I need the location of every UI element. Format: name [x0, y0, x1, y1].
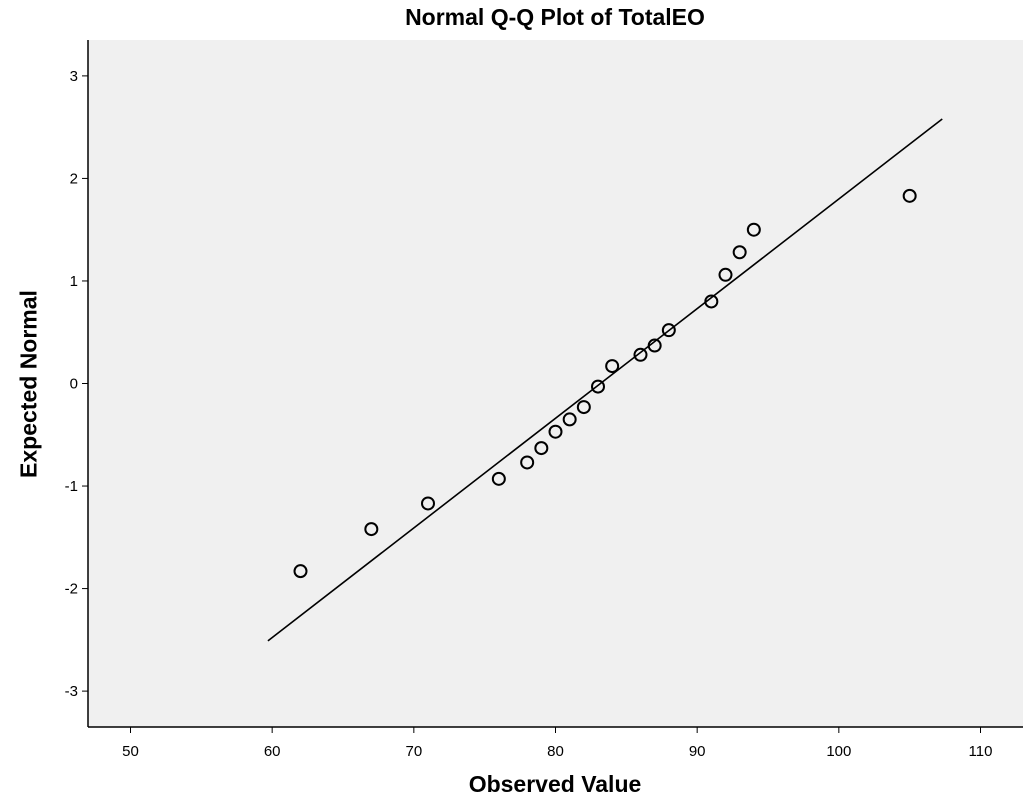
data-point	[548, 424, 563, 439]
y-tick-label: -1	[65, 478, 78, 495]
y-tick-label: 2	[70, 170, 78, 187]
data-point	[491, 471, 506, 486]
x-axis-ticks: 50 60 70 80 90 100 110	[122, 727, 992, 760]
data-point	[605, 359, 620, 374]
data-point	[746, 222, 761, 237]
y-tick-label: -2	[65, 581, 78, 598]
y-tick-label: 0	[70, 376, 78, 393]
chart-title: Normal Q-Q Plot of TotalEO	[405, 4, 705, 30]
data-point	[293, 564, 308, 579]
x-tick-label: 100	[826, 743, 851, 760]
data-point	[633, 347, 648, 362]
reference-line	[267, 118, 943, 642]
y-tick-label: 1	[70, 273, 78, 290]
data-points	[293, 188, 917, 579]
data-point	[421, 496, 435, 511]
data-point	[591, 379, 605, 394]
data-point	[576, 400, 591, 415]
data-point	[562, 412, 577, 427]
data-point	[718, 267, 733, 282]
data-point	[732, 245, 747, 260]
data-point	[661, 323, 676, 338]
y-axis-ticks: -3 -2 -1 0 1 2 3	[65, 68, 88, 700]
y-tick-label: 3	[70, 68, 78, 85]
x-axis-title: Observed Value	[468, 771, 642, 797]
data-point	[902, 188, 917, 203]
data-point	[534, 441, 549, 456]
y-tick-label: -3	[65, 683, 78, 700]
x-tick-label: 90	[689, 743, 706, 760]
data-point	[520, 455, 535, 470]
data-point	[647, 338, 662, 353]
plot-area	[88, 40, 1023, 727]
x-tick-label: 60	[264, 743, 281, 760]
data-point	[364, 522, 379, 537]
x-tick-label: 110	[969, 743, 993, 760]
x-tick-label: 50	[122, 743, 139, 760]
x-tick-label: 70	[405, 743, 422, 760]
data-point	[704, 294, 719, 309]
x-tick-label: 80	[547, 743, 564, 760]
